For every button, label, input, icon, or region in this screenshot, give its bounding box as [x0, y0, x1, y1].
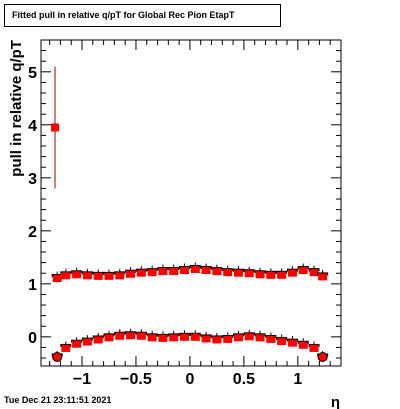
data-point — [104, 334, 114, 342]
data-point — [169, 268, 179, 276]
data-point — [93, 336, 103, 344]
data-point — [309, 344, 319, 352]
data-point — [115, 272, 125, 280]
data-point — [287, 269, 297, 277]
data-point — [223, 335, 233, 343]
y-tick-label: 4 — [28, 118, 37, 135]
data-point — [136, 332, 146, 340]
x-tick-label: 0 — [185, 371, 194, 388]
data-point — [244, 270, 254, 278]
x-tick-label: 0.5 — [233, 371, 255, 388]
timestamp: Tue Dec 21 23:11:51 2021 — [4, 395, 112, 405]
series-1 — [51, 262, 329, 282]
data-point — [201, 267, 211, 275]
data-point — [93, 272, 103, 280]
y-axis-label: pull in relative q/pT — [8, 40, 25, 177]
data-point — [317, 351, 328, 362]
y-tick-label: 0 — [28, 330, 37, 347]
data-point — [277, 271, 287, 279]
data-point — [298, 341, 308, 349]
plot-frame — [40, 39, 342, 367]
data-point — [126, 332, 136, 340]
data-point — [255, 334, 265, 342]
y-tick-label: 2 — [28, 224, 37, 241]
data-point — [244, 333, 254, 341]
y-tick-label: 1 — [28, 277, 37, 294]
data-point — [115, 332, 125, 340]
data-point — [147, 269, 157, 277]
data-point — [136, 269, 146, 277]
data-point — [298, 267, 308, 275]
data-point — [126, 270, 136, 278]
data-point — [61, 344, 71, 352]
x-tick-label: −0.5 — [120, 371, 152, 388]
data-point — [287, 339, 297, 347]
data-point — [212, 336, 222, 344]
data-point — [266, 335, 276, 343]
data-point — [190, 265, 200, 273]
data-point — [158, 268, 168, 276]
data-point — [233, 334, 243, 342]
data-point — [223, 269, 233, 277]
data-point — [212, 268, 222, 276]
x-tick-label: 1 — [293, 371, 302, 388]
data-point — [61, 272, 71, 280]
data-point — [72, 271, 82, 279]
chart-title: Fitted pull in relative q/pT for Global … — [4, 4, 281, 27]
data-point — [52, 274, 62, 282]
data-point — [277, 338, 287, 346]
data-point — [180, 267, 190, 275]
x-axis-label: η — [331, 394, 340, 409]
data-point — [52, 351, 63, 362]
data-point — [82, 272, 92, 280]
data-point — [180, 333, 190, 341]
data-point — [318, 273, 328, 281]
y-tick-label: 5 — [28, 65, 37, 82]
data-point — [201, 335, 211, 343]
series-2 — [51, 328, 329, 362]
outlier-point — [51, 123, 60, 132]
data-point — [255, 271, 265, 279]
data-point — [266, 271, 276, 279]
x-tick-label: −1 — [73, 371, 91, 388]
axes-group: −1 −0.5 0 0.5 1 0 1 2 3 4 5 — [28, 40, 341, 388]
data-point — [72, 340, 82, 348]
data-point — [169, 334, 179, 342]
data-point — [82, 338, 92, 346]
data-point — [147, 334, 157, 342]
data-marks — [51, 66, 329, 362]
data-point — [104, 272, 114, 280]
data-point — [233, 269, 243, 277]
y-tick-label: 3 — [28, 171, 37, 188]
data-point — [158, 334, 168, 342]
data-point — [190, 333, 200, 341]
data-point — [309, 269, 319, 277]
